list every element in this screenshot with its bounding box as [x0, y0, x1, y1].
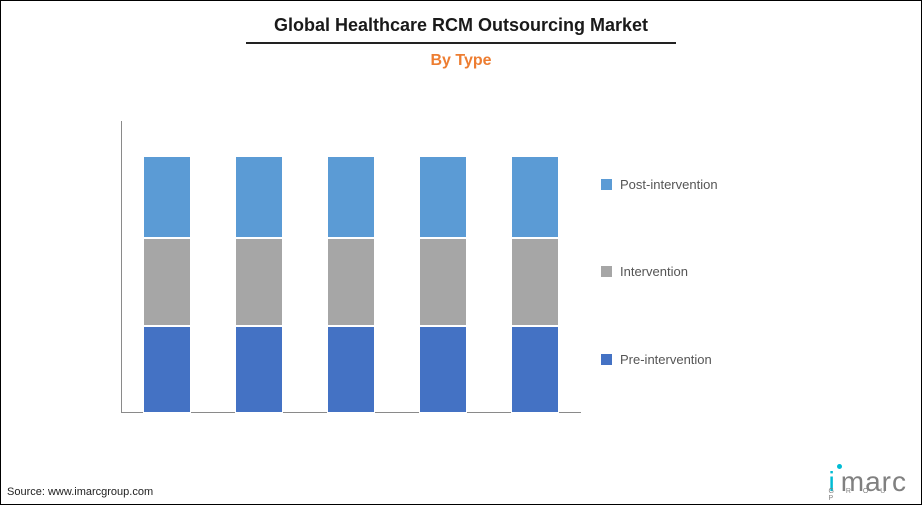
bar-segment-pre	[511, 326, 559, 413]
bar-segment-inter	[511, 238, 559, 325]
bar-segment-post	[143, 156, 191, 238]
source-text: Source: www.imarcgroup.com	[7, 486, 153, 498]
bars-container	[121, 121, 581, 413]
bar-segment-pre	[143, 326, 191, 413]
bar-segment-inter	[327, 238, 375, 325]
legend-label: Intervention	[620, 264, 688, 279]
chart-title: Global Healthcare RCM Outsourcing Market	[1, 1, 921, 36]
legend-swatch-icon	[601, 266, 612, 277]
legend-swatch-icon	[601, 179, 612, 190]
stacked-bar	[235, 121, 283, 413]
bar-segment-post	[327, 156, 375, 238]
bar-segment-pre	[235, 326, 283, 413]
bar-segment-inter	[419, 238, 467, 325]
chart-frame: Global Healthcare RCM Outsourcing Market…	[0, 0, 922, 505]
bar-segment-post	[419, 156, 467, 238]
legend: Post-intervention Intervention Pre-interve…	[601, 131, 801, 413]
stacked-bar	[511, 121, 559, 413]
chart-subtitle: By Type	[1, 52, 921, 70]
legend-item-post: Post-intervention	[601, 177, 801, 192]
plot-area: Post-intervention Intervention Pre-interve…	[121, 121, 801, 441]
bar-segment-inter	[235, 238, 283, 325]
logo-dot-icon	[837, 464, 842, 469]
title-underline	[246, 42, 676, 44]
stacked-bar	[419, 121, 467, 413]
bar-segment-post	[235, 156, 283, 238]
stacked-bar	[143, 121, 191, 413]
logo-subtext: G R O U P	[829, 488, 891, 502]
legend-item-pre: Pre-intervention	[601, 352, 801, 367]
stacked-bar	[327, 121, 375, 413]
bar-segment-inter	[143, 238, 191, 325]
legend-label: Pre-intervention	[620, 352, 712, 367]
legend-label: Post-intervention	[620, 177, 718, 192]
brand-logo: i marc G R O U P	[829, 466, 907, 498]
bar-segment-pre	[419, 326, 467, 413]
legend-swatch-icon	[601, 354, 612, 365]
legend-item-inter: Intervention	[601, 264, 801, 279]
bar-segment-post	[511, 156, 559, 238]
bar-segment-pre	[327, 326, 375, 413]
